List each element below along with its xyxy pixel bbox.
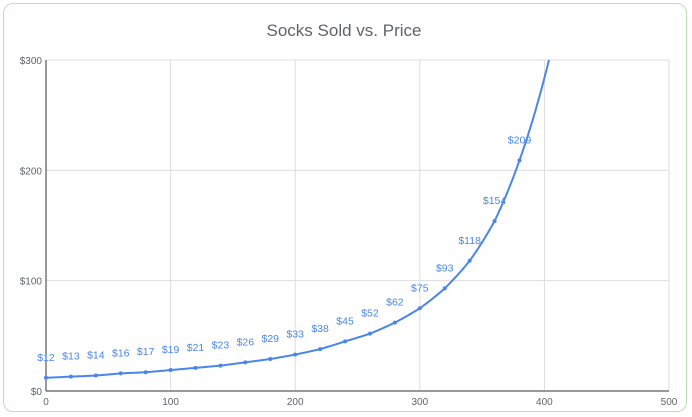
x-tick-label: 0 <box>43 397 49 408</box>
data-label: $13 <box>62 351 80 363</box>
data-label: $12 <box>37 352 55 364</box>
data-point <box>467 258 472 263</box>
data-point <box>118 371 123 376</box>
data-label: $29 <box>262 333 280 345</box>
data-point <box>293 352 298 357</box>
x-tick-label: 100 <box>162 397 179 408</box>
data-label: $52 <box>361 308 379 320</box>
axes <box>45 60 669 392</box>
data-point <box>417 306 422 311</box>
data-point <box>343 339 348 344</box>
data-point <box>268 357 273 362</box>
series-line <box>45 59 550 379</box>
data-label: $62 <box>386 297 404 309</box>
data-label: $45 <box>336 315 354 327</box>
data-labels: $12 $13 $14 $16 $17 $19 $21 $23 $26 $29 $33 $38 $45 $… <box>37 134 531 363</box>
data-point <box>517 158 522 163</box>
x-tick-label: 300 <box>411 397 428 408</box>
data-point <box>492 219 497 224</box>
data-point <box>367 331 372 336</box>
data-label: $118 <box>458 235 481 247</box>
grid <box>46 59 670 391</box>
data-label: $75 <box>411 282 429 294</box>
data-label: $93 <box>436 262 454 274</box>
data-point <box>442 286 447 291</box>
data-point <box>193 365 198 370</box>
data-label: $14 <box>87 350 105 362</box>
data-label: $21 <box>187 342 205 354</box>
data-label: $38 <box>311 323 329 335</box>
x-tick-label: 500 <box>661 397 678 408</box>
data-point <box>68 374 73 379</box>
tick-labels: 0 100 200 300 400 500 $0 $100 $200 $300 <box>20 56 678 408</box>
data-point <box>392 320 397 325</box>
y-tick-label: $300 <box>20 56 43 67</box>
y-tick-label: $0 <box>31 387 43 398</box>
data-point <box>168 368 173 373</box>
y-tick-label: $200 <box>20 166 43 177</box>
x-tick-label: 200 <box>287 397 304 408</box>
data-point <box>318 347 323 352</box>
series <box>44 59 550 380</box>
data-point <box>218 363 223 368</box>
data-label: $33 <box>286 329 304 341</box>
data-label: $209 <box>508 134 532 146</box>
data-label: $16 <box>112 347 130 359</box>
chart-frame <box>3 3 687 412</box>
data-label: $154 <box>483 195 507 207</box>
data-label: $17 <box>137 346 155 358</box>
data-point <box>243 360 248 365</box>
data-point <box>44 375 48 380</box>
data-label: $26 <box>237 336 255 348</box>
y-tick-label: $100 <box>20 277 43 288</box>
data-point <box>93 373 98 378</box>
x-tick-label: 400 <box>536 397 553 408</box>
data-label: $23 <box>212 340 230 352</box>
data-point <box>143 370 148 375</box>
data-label: $19 <box>162 344 180 356</box>
chart-title: Socks Sold vs. Price <box>267 21 422 40</box>
